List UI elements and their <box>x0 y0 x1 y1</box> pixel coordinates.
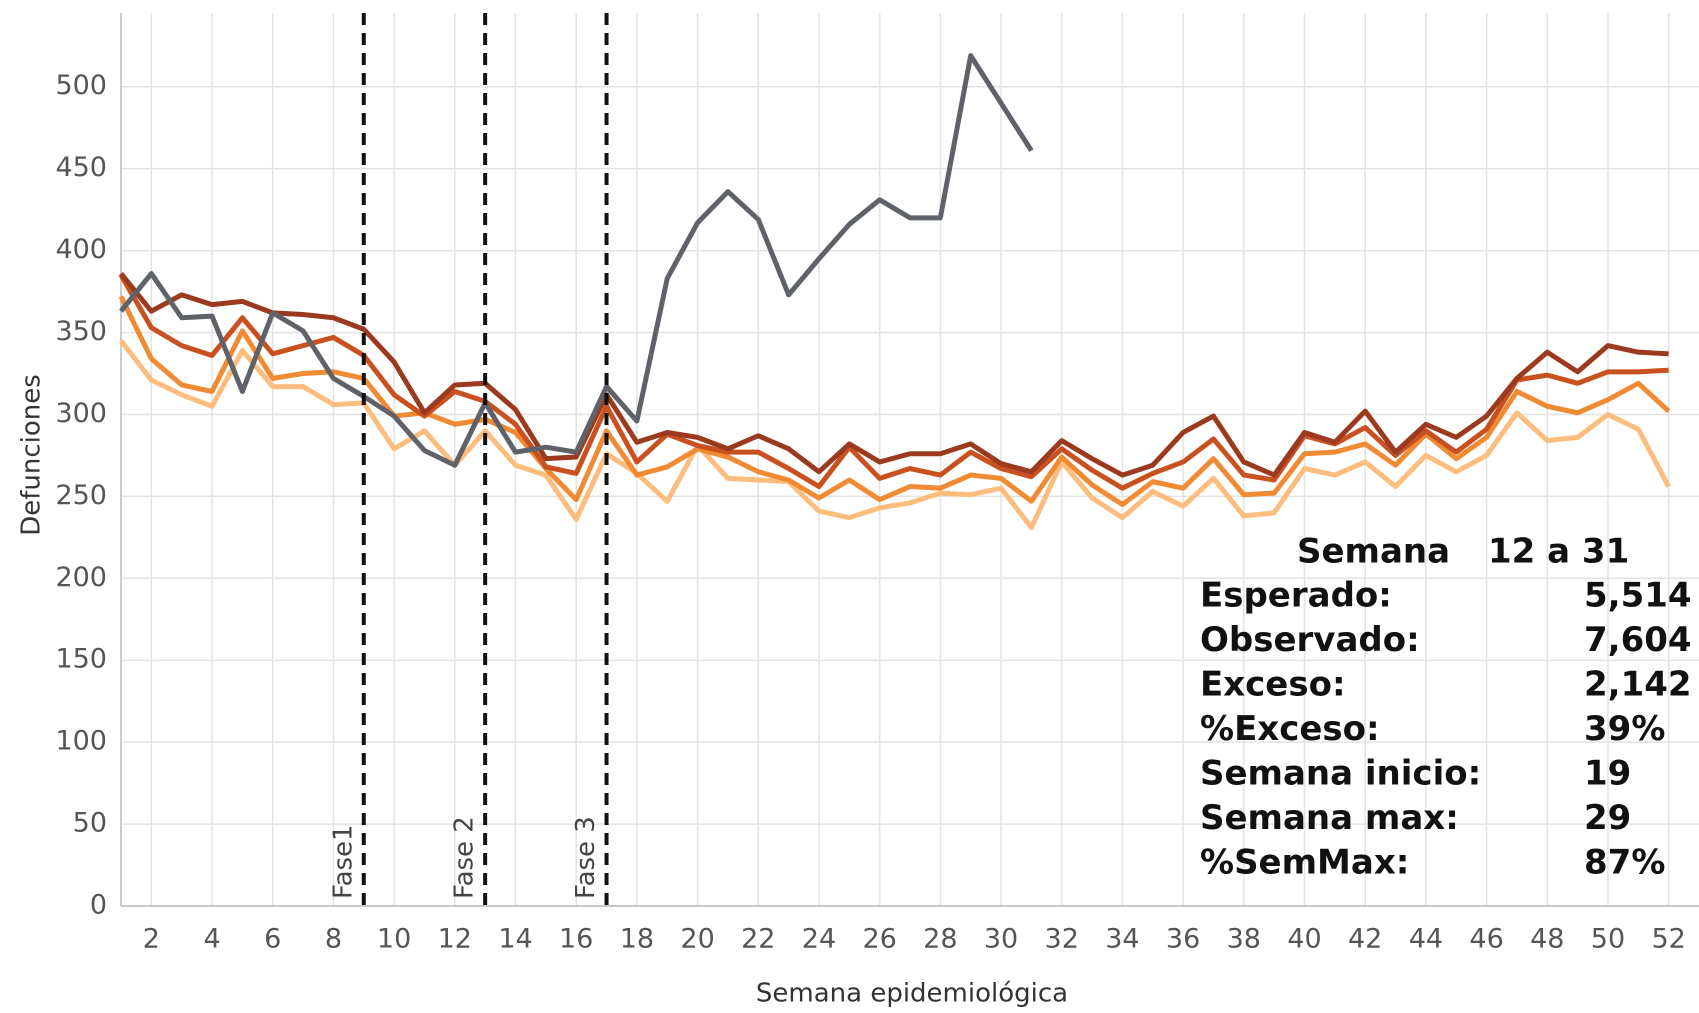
series-line <box>119 53 1034 468</box>
stats-value: 7,604 <box>1584 620 1692 660</box>
x-tick-label: 28 <box>923 924 957 955</box>
y-tick-label: 150 <box>55 644 107 675</box>
x-tick-label: 24 <box>802 924 836 955</box>
x-tick-label: 12 <box>438 924 472 955</box>
stats-label: Semana inicio: <box>1200 754 1481 794</box>
x-tick-label: 30 <box>984 924 1018 955</box>
phase-label: Fase1 <box>328 824 358 899</box>
stats-label: %SemMax: <box>1200 843 1409 883</box>
stats-label: Semana max: <box>1200 798 1459 838</box>
stats-value: 87% <box>1584 843 1665 883</box>
x-tick-label: 10 <box>377 924 411 955</box>
stats-value: 5,514 <box>1584 576 1692 616</box>
stats-range: 12 a 31 <box>1488 532 1629 572</box>
series-line <box>118 273 1669 491</box>
y-tick-label: 350 <box>55 316 107 347</box>
x-tick-label: 42 <box>1348 924 1382 955</box>
x-tick-label: 48 <box>1530 924 1564 955</box>
x-tick-label: 46 <box>1469 924 1503 955</box>
y-tick-label: 400 <box>55 234 107 265</box>
y-tick-label: 50 <box>73 808 107 839</box>
x-tick-label: 52 <box>1651 924 1685 955</box>
x-tick-label: 44 <box>1409 924 1443 955</box>
x-tick-label: 34 <box>1105 924 1139 955</box>
stats-value: 19 <box>1584 754 1631 794</box>
x-tick-label: 14 <box>498 924 532 955</box>
x-tick-label: 18 <box>620 924 654 955</box>
x-tick-label: 22 <box>741 924 775 955</box>
x-tick-label: 16 <box>559 924 593 955</box>
phase-label: Fase 3 <box>571 816 601 899</box>
x-tick-label: 20 <box>680 924 714 955</box>
x-tick-label: 4 <box>203 924 220 955</box>
y-tick-label: 250 <box>55 480 107 511</box>
y-axis-title: Defunciones <box>17 374 47 536</box>
stats-value: 2,142 <box>1584 665 1692 705</box>
stats-label: Esperado: <box>1200 576 1392 616</box>
y-tick-label: 500 <box>55 70 107 101</box>
x-tick-label: 6 <box>264 924 281 955</box>
x-tick-label: 26 <box>862 924 896 955</box>
series-line <box>118 295 1671 508</box>
stats-title: Semana <box>1297 532 1450 572</box>
x-tick-label: 32 <box>1045 924 1079 955</box>
y-tick-label: 100 <box>55 726 107 757</box>
series-line <box>119 339 1671 530</box>
y-tick-label: 0 <box>90 890 107 921</box>
x-tick-label: 40 <box>1287 924 1321 955</box>
y-tick-label: 450 <box>55 152 107 183</box>
stats-label: Observado: <box>1200 620 1420 660</box>
series-line <box>119 271 1669 478</box>
stats-label: Exceso: <box>1200 665 1346 705</box>
x-tick-label: 38 <box>1227 924 1261 955</box>
stats-label: %Exceso: <box>1200 709 1380 749</box>
stats-value: 29 <box>1584 798 1631 838</box>
x-tick-label: 8 <box>325 924 342 955</box>
y-tick-label: 200 <box>55 562 107 593</box>
x-tick-label: 50 <box>1591 924 1625 955</box>
y-tick-label: 300 <box>55 398 107 429</box>
x-tick-label: 36 <box>1166 924 1200 955</box>
stats-value: 39% <box>1584 709 1665 749</box>
phase-label: Fase 2 <box>450 816 480 899</box>
x-tick-label: 2 <box>143 924 160 955</box>
x-axis-title: Semana epidemiológica <box>756 979 1068 1009</box>
